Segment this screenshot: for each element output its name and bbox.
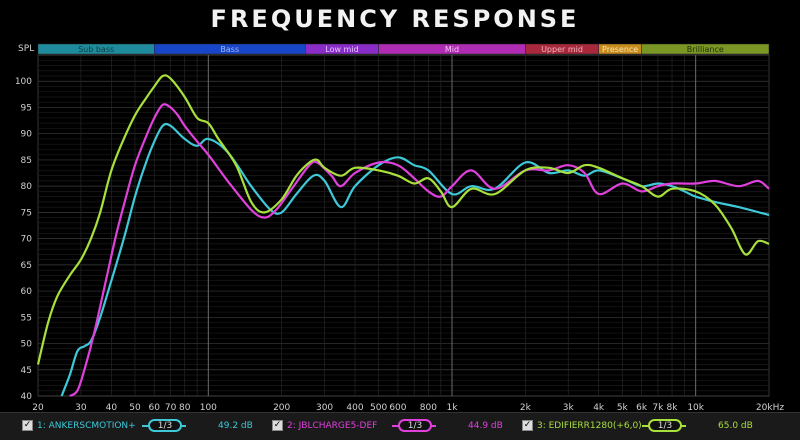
x-tick-label: 10k [687,403,704,412]
x-tick-label: 200 [273,403,290,412]
x-tick-label: 6k [636,403,648,412]
y-axis-label: SPL [18,44,34,54]
y-tick-label: 45 [21,366,32,376]
legend-series-name: 3: EDIFIERR1280(+6,0) [537,421,642,431]
band-label: Low mid [325,45,358,54]
x-tick-label: 70 [165,403,177,412]
series-visibility-checkbox[interactable]: ✓ [22,420,33,431]
x-tick-label: 300 [316,403,333,412]
band-label: Bass [220,45,239,54]
band-segment [641,43,770,55]
x-tick-label: 1k [447,403,459,412]
x-tick-label: 800 [420,403,437,412]
x-tick-label: 80 [179,403,191,412]
x-tick-label: 20kHz [756,403,784,412]
band-label: Sub bass [78,45,114,54]
x-tick-label: 500 [370,403,387,412]
y-tick-label: 95 [21,103,32,113]
x-tick-label: 7k [652,403,664,412]
y-tick-label: 65 [21,261,32,271]
x-tick-label: 5k [617,403,629,412]
x-tick-label: 40 [106,403,118,412]
legend-level-value: 65.0 dB [718,421,753,431]
chart-title: FREQUENCY RESPONSE [211,5,580,33]
legend-item-2: ✓ 2: JBLCHARGE5-DEF 1/3 44.9 dB [272,417,512,435]
y-tick-label: 50 [21,340,33,350]
x-tick-label: 20 [32,403,44,412]
legend-item-3: ✓ 3: EDIFIERR1280(+6,0) 1/3 65.0 dB [522,417,762,435]
x-tick-label: 600 [389,403,406,412]
y-tick-label: 60 [21,287,33,297]
legend-series-name: 1: ANKERSCMOTION+ [37,421,136,431]
legend-series-name: 2: JBLCHARGE5-DEF [287,421,378,431]
legend-bar: ✓ 1: ANKERSCMOTION+ 1/3 49.2 dB ✓ 2: JBLCHARG… [0,412,800,440]
x-tick-label: 400 [346,403,363,412]
series-line-3 [36,74,770,365]
legend-level-value: 44.9 dB [468,421,503,431]
x-tick-label: 30 [75,403,87,412]
y-tick-label: 100 [15,77,32,87]
series-visibility-checkbox[interactable]: ✓ [522,420,533,431]
x-tick-label: 2k [520,403,532,412]
y-tick-label: 80 [21,182,33,192]
x-tick-label: 50 [129,403,141,412]
legend-level-value: 49.2 dB [218,421,253,431]
x-tick-label: 100 [200,403,217,412]
band-label: Brilliance [687,45,724,54]
x-tick-label: 3k [563,403,575,412]
smoothing-selector[interactable]: 1/3 [398,419,432,432]
y-tick-label: 55 [21,313,32,323]
smoothing-selector[interactable]: 1/3 [148,419,182,432]
y-tick-label: 70 [21,235,33,245]
y-tick-label: 75 [21,208,32,218]
band-label: Presence [602,45,638,54]
x-tick-label: 60 [149,403,161,412]
x-tick-label: 8k [667,403,679,412]
x-tick-label: 4k [593,403,605,412]
series-line-2 [69,103,770,397]
smoothing-selector[interactable]: 1/3 [648,419,682,432]
band-label: Upper mid [541,45,583,54]
y-tick-label: 40 [21,392,33,402]
band-label: Mid [445,45,459,54]
y-tick-label: 85 [21,156,32,166]
frequency-response-chart: FREQUENCY RESPONSE SPL Sub bass Bass Low m… [15,5,785,412]
plot-area [37,54,770,397]
legend-item-1: ✓ 1: ANKERSCMOTION+ 1/3 49.2 dB [22,417,262,435]
y-tick-label: 90 [21,130,33,140]
series-visibility-checkbox[interactable]: ✓ [272,420,283,431]
